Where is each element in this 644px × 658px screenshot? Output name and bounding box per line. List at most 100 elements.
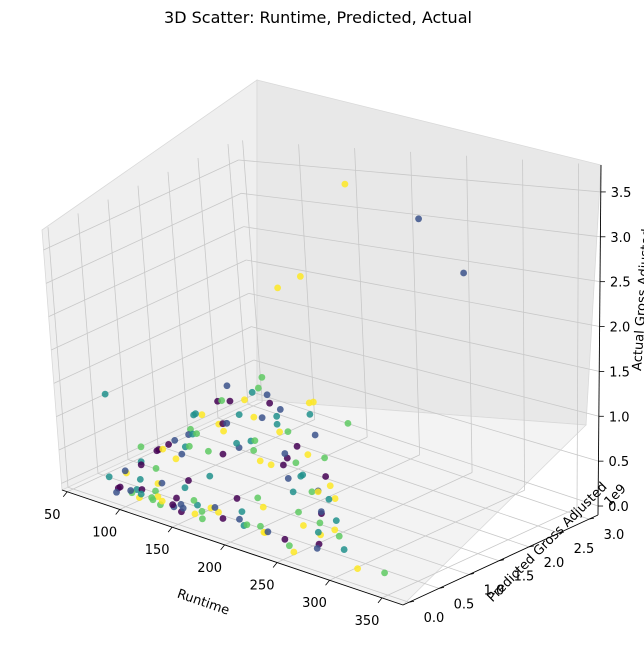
scatter-point	[116, 483, 124, 491]
grid-line-z-left	[43, 159, 239, 251]
scatter-point	[236, 515, 243, 523]
data-points	[101, 180, 468, 577]
scatter-point	[290, 548, 298, 556]
z-axis-line	[597, 164, 602, 516]
scatter-point	[173, 494, 180, 502]
scatter-point	[250, 447, 258, 454]
scatter-point	[169, 501, 177, 509]
scatter-point	[322, 473, 330, 480]
z-tick-label: 0.5	[608, 455, 629, 470]
scatter-point	[326, 482, 334, 490]
grid-line-z-back	[246, 259, 600, 327]
scatter-point	[281, 535, 289, 543]
grid-line-y-floor	[127, 459, 470, 575]
scatter-point	[127, 487, 135, 494]
grid-line-z-left	[61, 392, 257, 484]
y-tick-label: 3.0	[604, 528, 625, 543]
grid-line-y-floor	[67, 486, 410, 603]
grid-line-z-back	[253, 359, 599, 462]
scatter-point	[192, 410, 199, 418]
scatter-point	[211, 504, 219, 511]
z-tick-label: 2.0	[610, 321, 631, 336]
grid-line-z-back	[241, 192, 601, 238]
scatter-point	[292, 459, 300, 467]
scatter-point	[273, 420, 281, 428]
scatter-point	[223, 419, 231, 427]
scatter-point	[220, 427, 227, 435]
scatter-point	[256, 457, 264, 465]
scatter-point	[204, 447, 212, 455]
scatter-point	[309, 398, 317, 406]
x-tick-label: 150	[145, 543, 170, 558]
scatter-point	[178, 450, 186, 458]
scatter-point	[254, 384, 262, 392]
pane-back	[256, 79, 602, 426]
scatter-point	[258, 373, 266, 381]
y-tick-label: 0.0	[424, 611, 445, 626]
scatter-point	[198, 411, 206, 419]
grid-line-x-back	[298, 144, 316, 420]
scatter-point	[295, 508, 302, 516]
scatter-point	[105, 473, 113, 481]
grid-line-z-back	[243, 226, 601, 283]
scatter-point	[185, 477, 192, 484]
scatter-point	[321, 454, 329, 462]
grid-line-z-left	[53, 292, 249, 384]
x-tick-mark	[167, 526, 173, 533]
grid-line-z-back	[251, 326, 599, 417]
scatter-point	[185, 442, 193, 450]
x-tick-mark	[220, 544, 225, 551]
scatter-point	[199, 515, 206, 523]
grid-line-x-floor	[329, 489, 525, 581]
scatter-point	[226, 397, 234, 405]
grid-line-x-back	[242, 140, 263, 402]
scatter-point	[113, 488, 120, 496]
x-tick-label: 100	[92, 525, 117, 540]
scatter-point	[206, 472, 214, 480]
scatter-point	[191, 510, 199, 518]
z-tick-label: 2.5	[610, 276, 631, 291]
x-tick-mark	[377, 597, 383, 604]
grid-line-x-back	[354, 148, 368, 438]
scatter-point	[219, 515, 227, 522]
y-tick-label: 1.0	[484, 584, 505, 599]
scatter-point	[317, 508, 325, 515]
scatter-point	[257, 522, 264, 530]
z-tick-label: 1.0	[609, 410, 630, 425]
scatter-point	[238, 508, 246, 516]
scatter-point	[311, 431, 319, 439]
grid-line-x-back	[522, 159, 525, 491]
scatter-point	[243, 521, 251, 529]
scatter-point	[235, 411, 243, 419]
scatter-point	[284, 428, 292, 436]
scatter-point	[293, 442, 301, 450]
z-axis-label: Actual Gross Adjusted	[630, 228, 644, 371]
x-tick-label: 200	[197, 561, 222, 576]
grid-line-y-left	[137, 185, 159, 446]
scatter-point	[296, 273, 304, 280]
grid-line-y-floor	[187, 431, 530, 548]
scatter-point	[354, 565, 361, 573]
scatter-point	[158, 497, 166, 505]
x-tick-mark	[325, 579, 330, 586]
grid-line-y-left	[107, 199, 129, 460]
scatter-point	[148, 494, 156, 502]
scatter-point	[137, 490, 145, 498]
scatter-point	[341, 180, 349, 188]
scatter-point	[276, 406, 284, 413]
x-tick-mark	[272, 562, 278, 568]
grid-line-x-back	[466, 155, 473, 473]
x-tick-label: 350	[355, 614, 380, 629]
scatter-point	[264, 528, 272, 536]
scatter-point	[276, 428, 284, 436]
grid-line-z-left	[51, 259, 247, 351]
z-tick-label: 0.0	[608, 500, 629, 515]
grid-line-x-floor	[381, 507, 578, 599]
scatter-point	[137, 461, 145, 469]
x-tick-label: 300	[302, 596, 327, 611]
scatter-point	[254, 494, 262, 502]
y-tick-label: 2.5	[574, 542, 595, 557]
scatter-point	[335, 532, 343, 540]
y-tick-label: 0.5	[454, 597, 475, 612]
grid-line-x-back	[410, 151, 421, 455]
